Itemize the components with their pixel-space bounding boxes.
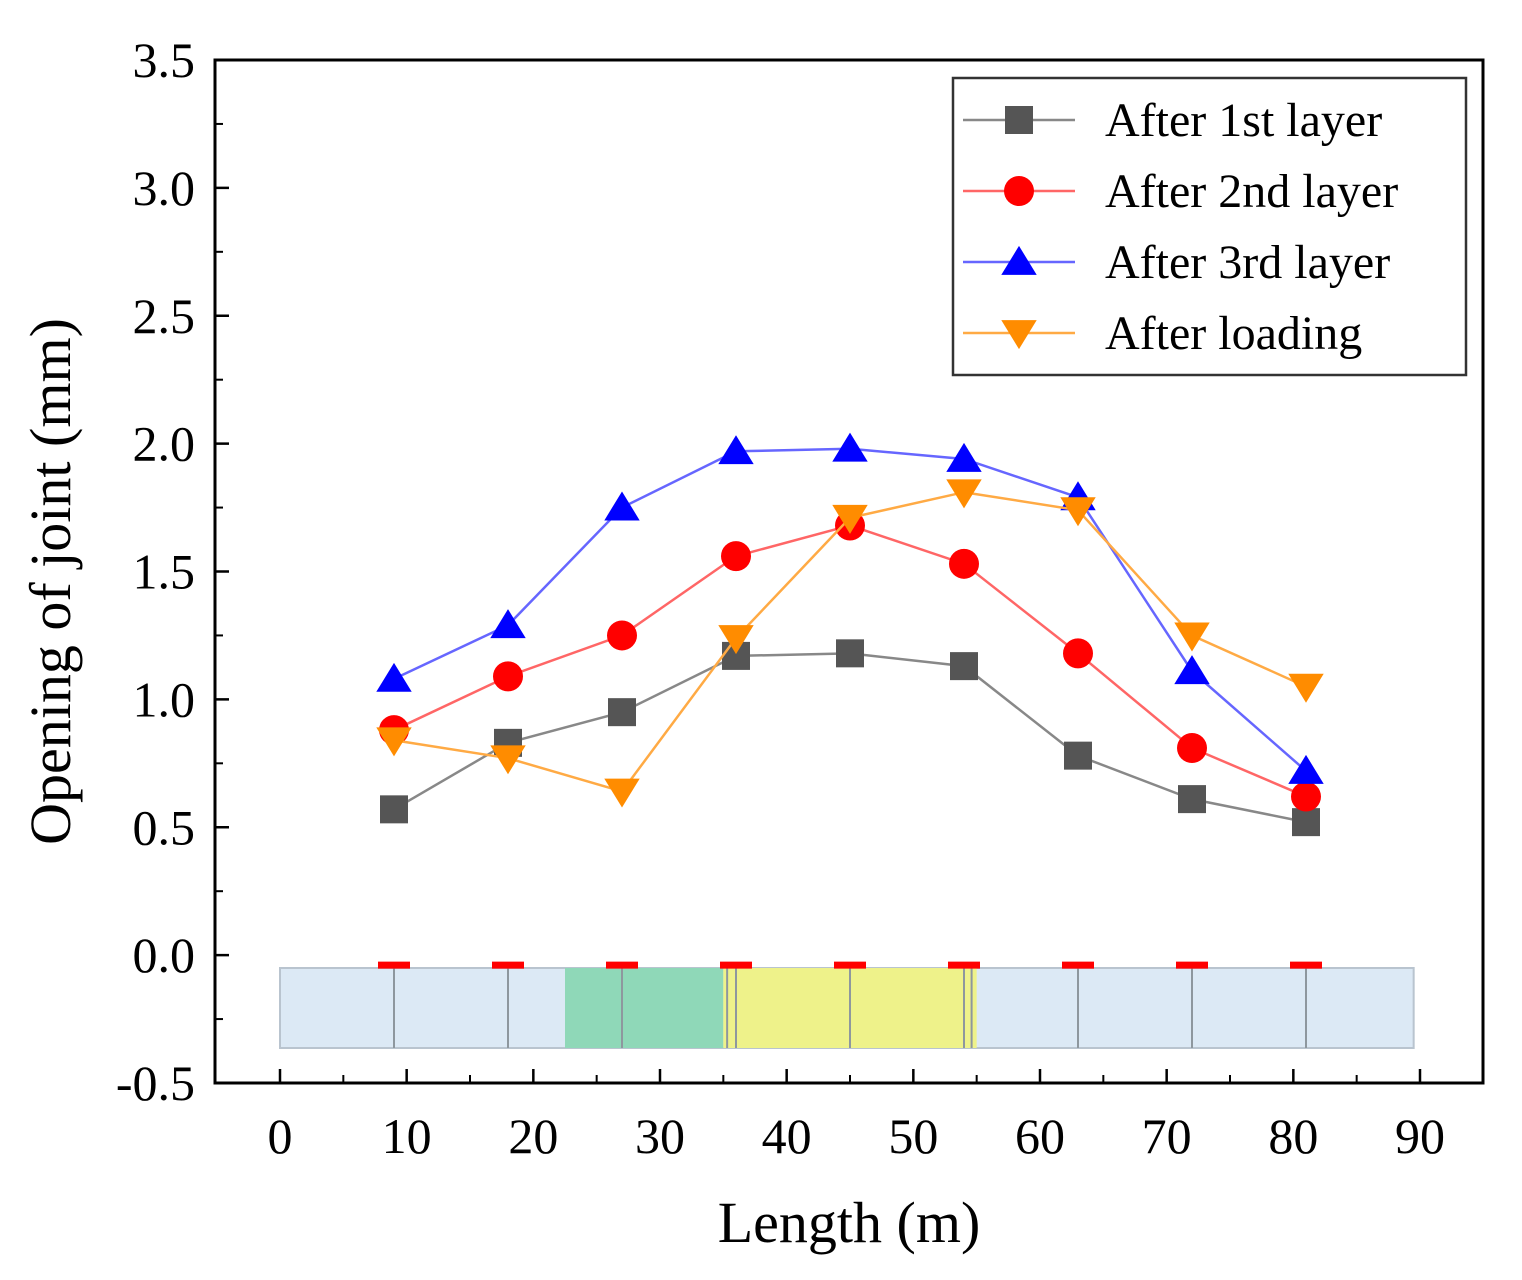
data-point <box>832 504 868 534</box>
data-point <box>1292 808 1320 837</box>
y-tick-label: 3.0 <box>133 160 196 216</box>
y-axis-title: Opening of joint (mm) <box>18 318 83 845</box>
series-layer <box>376 432 1324 837</box>
x-tick-label: 20 <box>508 1108 558 1164</box>
legend-label: After loading <box>1105 307 1362 360</box>
data-point <box>1288 754 1324 784</box>
y-tick-label: 1.0 <box>133 671 196 727</box>
legend-marker <box>1005 106 1033 134</box>
x-tick-label: 80 <box>1268 1108 1318 1164</box>
y-tick-label: 3.5 <box>133 32 196 88</box>
data-point <box>721 541 751 572</box>
x-tick-label: 60 <box>1015 1108 1065 1164</box>
legend-label: After 2nd layer <box>1105 165 1398 218</box>
data-point <box>718 435 754 465</box>
legend-marker <box>1001 245 1037 275</box>
x-tick-label: 50 <box>888 1108 938 1164</box>
series-4 <box>376 479 1324 808</box>
x-tick-label: 70 <box>1142 1108 1192 1164</box>
y-tick-label: -0.5 <box>116 1055 195 1111</box>
data-point <box>836 639 864 668</box>
axis-ticks: 0 10 20 30 40 50 60 70 80 90 -0.5 0.0 0.5 1.0 1.5 2.0 2.… <box>116 32 1445 1164</box>
data-point <box>493 661 523 692</box>
data-point <box>604 778 640 808</box>
y-tick-label: 2.0 <box>133 416 196 472</box>
data-point <box>376 727 412 757</box>
x-tick-label: 90 <box>1395 1108 1445 1164</box>
legend-label: After 3rd layer <box>1105 236 1390 289</box>
data-point <box>1060 497 1096 527</box>
schematic-green-zone <box>565 968 724 1048</box>
data-point <box>604 491 640 521</box>
data-point <box>490 609 526 639</box>
x-tick-label: 30 <box>635 1108 685 1164</box>
data-point <box>1288 673 1324 703</box>
series-3 <box>376 432 1324 784</box>
data-point <box>376 662 412 692</box>
data-point <box>946 479 982 509</box>
x-tick-label: 0 <box>268 1108 293 1164</box>
y-tick-label: 0.5 <box>133 799 196 855</box>
plot-frame <box>213 58 1485 1085</box>
data-point <box>1174 655 1210 685</box>
x-axis-title: Length (m) <box>718 1190 981 1255</box>
data-point <box>1174 622 1210 652</box>
data-point <box>718 625 754 655</box>
data-point <box>1178 785 1206 814</box>
data-point <box>380 795 408 824</box>
data-point <box>607 620 637 651</box>
data-point <box>608 698 636 727</box>
y-tick-label: 2.5 <box>133 288 196 344</box>
structure-schematic <box>279 961 1415 1049</box>
data-point <box>950 652 978 681</box>
legend: After 1st layer After 2nd layer After 3rd … <box>951 76 1468 377</box>
data-point <box>490 745 526 775</box>
x-tick-label: 10 <box>382 1108 432 1164</box>
series-1 <box>380 639 1320 837</box>
data-point <box>1063 638 1093 669</box>
series-line <box>393 652 1307 824</box>
legend-marker <box>1001 320 1037 350</box>
data-point <box>832 432 868 462</box>
data-point <box>946 442 982 472</box>
y-tick-label: 1.5 <box>133 544 196 600</box>
data-point <box>1064 741 1092 770</box>
y-tick-label: 0.0 <box>133 927 196 983</box>
data-point <box>1291 781 1321 812</box>
legend-marker <box>1004 176 1034 206</box>
x-tick-label: 40 <box>762 1108 812 1164</box>
legend-label: After 1st layer <box>1105 94 1382 147</box>
data-point <box>949 548 979 579</box>
data-point <box>1177 732 1207 763</box>
legend-box <box>951 76 1468 377</box>
